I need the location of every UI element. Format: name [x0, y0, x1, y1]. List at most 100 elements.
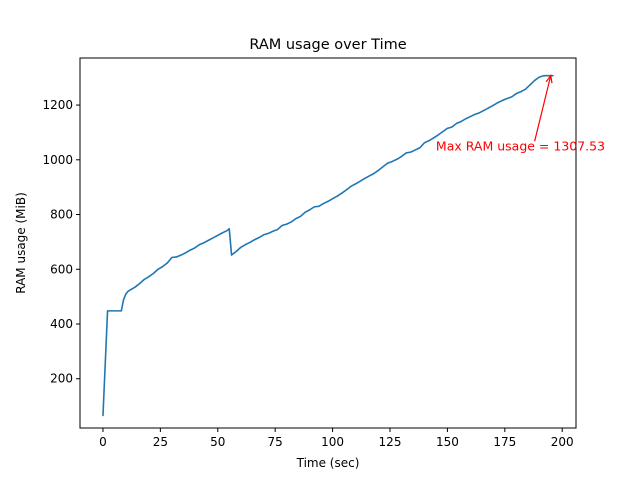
data-point: [354, 183, 357, 185]
data-point: [501, 99, 504, 102]
data-point: [143, 278, 145, 280]
data-point: [162, 265, 164, 268]
x-tick-label: 200: [551, 435, 574, 449]
data-point: [253, 239, 256, 241]
data-point: [207, 239, 210, 241]
data-point: [123, 298, 125, 300]
data-point: [405, 152, 407, 154]
data-point: [281, 224, 283, 227]
data-point: [212, 237, 214, 239]
data-point: [455, 122, 458, 125]
data-point: [396, 158, 398, 160]
data-point: [331, 198, 334, 200]
data-point: [377, 169, 380, 171]
x-tick-label: 25: [153, 435, 168, 449]
data-point: [345, 189, 347, 191]
data-point: [286, 223, 288, 225]
data-point: [341, 192, 343, 194]
x-tick-label: 175: [493, 435, 516, 449]
data-point: [419, 147, 421, 149]
data-point: [483, 109, 485, 111]
data-point: [152, 272, 155, 274]
data-point: [497, 102, 499, 104]
ram-usage-points: [102, 75, 554, 417]
data-point: [102, 415, 104, 417]
data-point: [543, 75, 545, 77]
data-point: [129, 289, 132, 291]
data-point: [127, 290, 129, 292]
ram-usage-line: [102, 74, 554, 416]
data-point: [226, 230, 228, 232]
data-point: [373, 172, 375, 175]
data-point: [217, 234, 219, 236]
data-point: [230, 254, 233, 256]
x-tick-label: 0: [99, 435, 107, 449]
data-point: [309, 209, 311, 211]
data-point: [391, 160, 393, 163]
data-point: [166, 262, 168, 264]
data-point: [111, 310, 113, 312]
data-point: [511, 96, 513, 98]
data-point: [410, 151, 412, 153]
data-point: [198, 244, 201, 246]
data-point: [263, 234, 265, 236]
data-point: [478, 112, 481, 114]
data-point: [423, 142, 426, 144]
data-point: [290, 221, 292, 223]
data-point: [106, 310, 109, 312]
data-point: [474, 113, 476, 115]
data-point: [276, 228, 279, 231]
data-point: [368, 175, 370, 177]
data-point: [520, 91, 522, 93]
data-point: [524, 88, 527, 90]
data-point: [249, 241, 251, 244]
data-point: [336, 195, 338, 197]
data-point: [492, 104, 494, 106]
data-point: [446, 127, 449, 129]
y-tick-label: 400: [50, 317, 73, 331]
data-point: [428, 140, 430, 142]
data-point: [382, 166, 384, 168]
x-axis-label: Time (sec): [296, 456, 360, 470]
data-point: [313, 206, 315, 208]
data-point: [185, 252, 187, 254]
data-point: [359, 180, 361, 182]
data-point: [460, 120, 462, 123]
x-tick-label: 75: [268, 435, 283, 449]
data-point: [171, 256, 173, 259]
data-point: [228, 228, 230, 230]
data-point: [235, 250, 237, 253]
data-point: [318, 205, 320, 207]
max-annotation: Max RAM usage = 1307.53: [436, 74, 605, 154]
x-tick-label: 100: [321, 435, 344, 449]
data-point: [194, 247, 196, 249]
data-point: [552, 75, 554, 77]
data-point: [116, 310, 118, 312]
data-point: [139, 282, 141, 285]
data-point: [327, 200, 329, 202]
data-point: [299, 215, 302, 218]
data-point: [529, 84, 531, 86]
data-point: [387, 162, 389, 164]
data-point: [547, 75, 550, 77]
data-point: [414, 149, 416, 151]
data-point: [258, 236, 260, 239]
data-point: [125, 293, 127, 295]
annotation-arrow-head: [545, 74, 553, 84]
data-point: [506, 97, 508, 100]
data-point: [437, 134, 439, 136]
data-point: [157, 268, 159, 270]
data-point: [148, 276, 150, 278]
data-point: [469, 115, 471, 118]
y-tick-label: 1200: [42, 98, 73, 112]
y-axis: 200 400 600 800 1000 1200: [42, 98, 80, 386]
data-point: [267, 232, 269, 235]
y-axis-label: RAM usage (MiB): [14, 192, 28, 294]
plot-area-frame: [79, 57, 577, 429]
data-point: [322, 202, 325, 205]
chart-title: RAM usage over Time: [249, 37, 406, 53]
data-point: [189, 249, 191, 251]
data-point: [203, 242, 205, 244]
